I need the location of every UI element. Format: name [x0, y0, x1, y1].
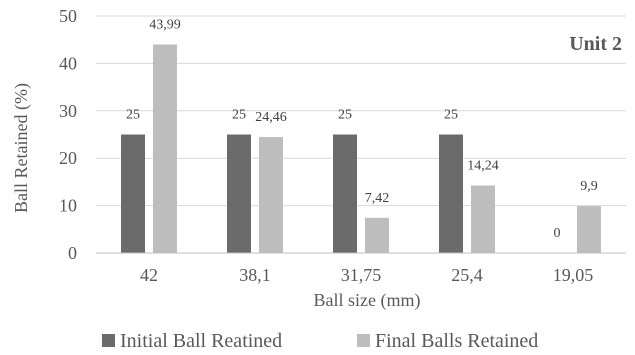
y-tick-label: 10	[59, 196, 77, 216]
data-label: 25	[232, 108, 246, 123]
data-label: 9,9	[580, 179, 598, 194]
y-tick-label: 0	[68, 243, 77, 263]
legend-swatch	[357, 334, 370, 347]
x-tick-label: 25,4	[451, 265, 483, 285]
bar	[153, 44, 177, 254]
data-label: 25	[338, 108, 352, 123]
x-axis: 42 38,1 31,75 25,4 19,05	[96, 252, 626, 285]
x-tick-label: 31,75	[341, 265, 382, 285]
x-tick-label: 38,1	[239, 265, 271, 285]
bar	[227, 134, 251, 253]
y-tick-label: 30	[59, 101, 77, 121]
legend-label: Initial Ball Reatined	[120, 330, 282, 352]
legend: Initial Ball Reatined Final Balls Retaine…	[102, 330, 538, 352]
bar	[333, 134, 357, 253]
data-label: 25	[444, 108, 458, 123]
data-label: 43,99	[149, 17, 181, 32]
y-axis: 0 10 20 30 40 50	[59, 6, 77, 263]
bars: 25 43,99 25 24,46 25 7,42 25 14,24 0 9,9	[121, 17, 601, 254]
y-tick-label: 50	[59, 6, 77, 26]
legend-swatch	[102, 334, 115, 347]
bar	[259, 137, 283, 253]
bar	[121, 134, 145, 253]
y-tick-label: 20	[59, 148, 77, 168]
legend-label: Final Balls Retained	[375, 330, 538, 352]
data-label: 14,24	[467, 159, 499, 174]
bar	[471, 185, 495, 253]
gridlines	[96, 15, 626, 207]
data-label: 24,46	[255, 110, 287, 125]
x-axis-title: Ball size (mm)	[314, 290, 421, 311]
bar	[577, 206, 601, 253]
y-axis-title: Ball Retained (%)	[11, 83, 32, 213]
y-tick-label: 40	[59, 53, 77, 73]
bar	[365, 217, 389, 253]
x-tick-label: 19,05	[553, 265, 594, 285]
data-label: 7,42	[365, 191, 390, 206]
x-tick-label: 42	[140, 265, 158, 285]
bar	[439, 134, 463, 253]
unit-annotation: Unit 2	[569, 33, 622, 55]
data-label: 25	[126, 108, 140, 123]
data-label: 0	[554, 226, 561, 241]
